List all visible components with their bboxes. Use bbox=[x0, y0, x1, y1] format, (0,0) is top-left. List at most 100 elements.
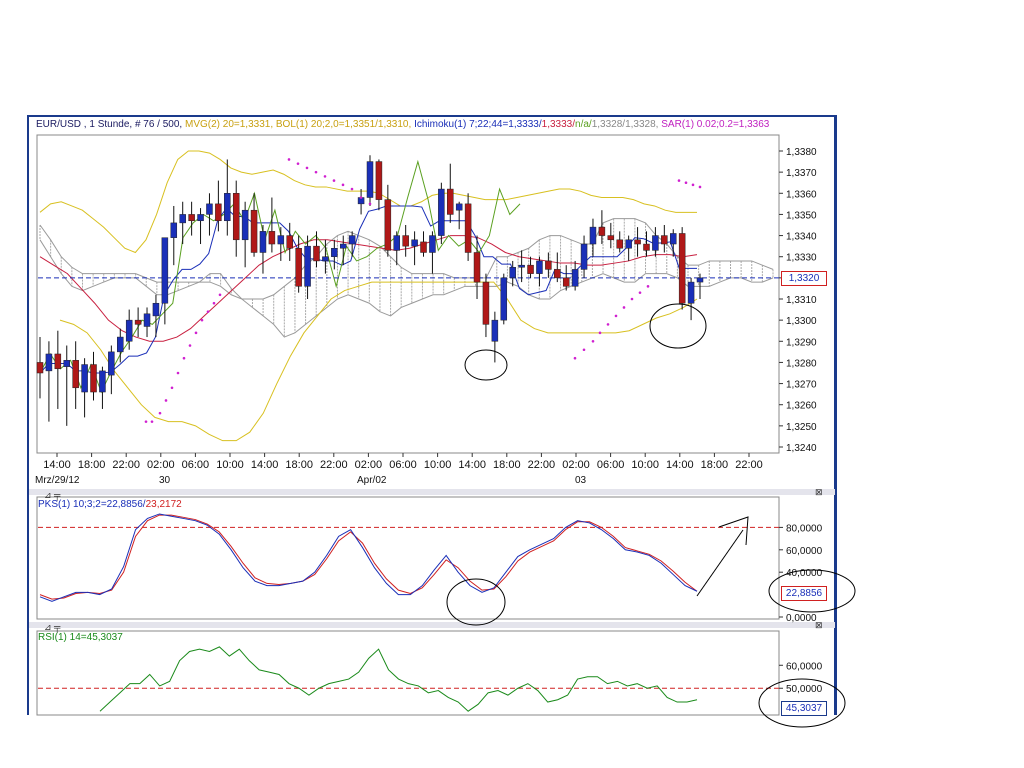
price-panel-border bbox=[36, 134, 780, 454]
x-tick-label: 06:00 bbox=[182, 459, 210, 471]
candle-down bbox=[250, 209, 258, 253]
candle-up bbox=[580, 243, 588, 270]
date-label: Apr/02 bbox=[357, 475, 387, 486]
rsi-panel-border bbox=[36, 630, 780, 716]
candle-down bbox=[375, 161, 383, 200]
sar-dot bbox=[606, 323, 610, 326]
stoch-label-d: 23,2172 bbox=[145, 499, 182, 510]
candle-down bbox=[527, 264, 534, 274]
sar-dot bbox=[218, 293, 222, 297]
date-label: 03 bbox=[575, 475, 587, 486]
ichimoku-label: Ichimoku(1) 7;22;44=1,3333/ bbox=[414, 119, 542, 130]
sar-dot bbox=[368, 202, 372, 206]
x-tick-label: 10:00 bbox=[216, 459, 244, 471]
sar-dot bbox=[314, 170, 318, 174]
sar-dot bbox=[158, 411, 162, 415]
annotation-circle-low-1 bbox=[464, 349, 508, 381]
x-tick-label: 02:00 bbox=[355, 459, 383, 471]
candle-down bbox=[661, 235, 668, 245]
sar-dot bbox=[638, 291, 642, 294]
x-tick-label: 06:00 bbox=[597, 459, 625, 471]
candle-up bbox=[125, 319, 133, 342]
candle-up bbox=[625, 239, 632, 249]
x-tick-label: 14:00 bbox=[43, 459, 71, 471]
candle-down bbox=[607, 235, 615, 241]
y-tick-label: 1,3240 bbox=[786, 443, 817, 454]
y-tick-label: 1,3380 bbox=[786, 147, 817, 158]
date-label: Mrz/29/12 bbox=[35, 475, 80, 486]
mvg-line bbox=[39, 235, 698, 342]
x-tick-label: 22:00 bbox=[320, 459, 348, 471]
sar-dot bbox=[698, 185, 702, 189]
stoch-k-line bbox=[39, 513, 698, 602]
candle-up bbox=[117, 336, 124, 353]
candle-down bbox=[188, 214, 195, 222]
candle-up bbox=[393, 235, 401, 251]
sar-dot bbox=[170, 386, 174, 390]
annotation-arrowhead bbox=[718, 516, 749, 546]
sar-dot bbox=[573, 356, 577, 360]
y-tick-label: 1,3310 bbox=[786, 295, 817, 306]
candle-down bbox=[643, 243, 650, 251]
candle-up bbox=[589, 226, 597, 245]
y-tick-label: 1,3280 bbox=[786, 358, 817, 369]
candle-down bbox=[678, 233, 686, 304]
x-tick-label: 02:00 bbox=[562, 459, 590, 471]
close-icon[interactable]: ⊠ bbox=[815, 487, 823, 497]
candle-up bbox=[669, 233, 677, 245]
candle-up bbox=[277, 235, 285, 245]
close-icon[interactable]: ⊠ bbox=[815, 620, 823, 630]
candle-up bbox=[170, 222, 178, 238]
x-tick-label: 14:00 bbox=[251, 459, 279, 471]
candle-up bbox=[518, 264, 525, 268]
annotation-circle-rsi-value bbox=[758, 678, 846, 728]
annotation-circle-stoch-low bbox=[446, 578, 506, 626]
sar-dot bbox=[684, 181, 688, 185]
candle-down bbox=[36, 362, 44, 374]
sar-dot bbox=[691, 183, 695, 187]
candle-down bbox=[482, 281, 490, 325]
sar-dot bbox=[305, 166, 309, 170]
candle-down bbox=[215, 203, 222, 222]
candle-down bbox=[616, 239, 623, 249]
sar-dot bbox=[200, 318, 204, 322]
pane-handle-icon[interactable]: ⊿ ╤ bbox=[44, 622, 61, 633]
x-tick-label: 10:00 bbox=[424, 459, 452, 471]
candle-up bbox=[696, 277, 704, 283]
y-tick-label: 1,3300 bbox=[786, 316, 817, 327]
sar-dot bbox=[194, 331, 198, 335]
candle-up bbox=[411, 239, 418, 247]
y-tick-label: 1,3330 bbox=[786, 253, 817, 264]
x-tick-label: 22:00 bbox=[112, 459, 140, 471]
sar-label: SAR(1) 0.02;0.2=1,3363 bbox=[661, 119, 770, 130]
candle-up bbox=[206, 203, 213, 215]
y-tick-label: 1,3340 bbox=[786, 232, 817, 243]
sar-dot bbox=[323, 175, 327, 178]
pane-handle-icon[interactable]: ⊿ ╤ bbox=[44, 490, 61, 501]
candle-down bbox=[473, 252, 481, 283]
annotation-arrow-up bbox=[696, 529, 744, 597]
candle-down bbox=[134, 319, 142, 325]
stoch-tick-label: 80,0000 bbox=[786, 523, 823, 534]
stoch-tick-label: 60,0000 bbox=[786, 546, 823, 557]
candle-down bbox=[295, 248, 302, 287]
stoch-label-k: PKS(1) 10;3;2=22,8856/ bbox=[38, 499, 146, 510]
candle-down bbox=[90, 364, 97, 393]
candle-down bbox=[286, 235, 293, 249]
candle-up bbox=[652, 235, 659, 251]
candle-down bbox=[268, 231, 276, 245]
x-tick-label: 18:00 bbox=[701, 459, 729, 471]
candle-up bbox=[99, 370, 106, 393]
candle-up bbox=[304, 245, 311, 287]
sar-dot bbox=[582, 348, 586, 352]
rsi-current-box: 45,3037 bbox=[781, 701, 827, 716]
candle-up bbox=[322, 256, 329, 262]
candle-up bbox=[429, 235, 436, 253]
sar-dot bbox=[359, 196, 363, 199]
bollinger-lower bbox=[59, 281, 698, 442]
sar-dot bbox=[212, 301, 216, 305]
x-tick-label: 22:00 bbox=[735, 459, 763, 471]
ichimoku-kijun-label: 1,3333/ bbox=[541, 119, 576, 130]
candle-up bbox=[331, 248, 338, 257]
